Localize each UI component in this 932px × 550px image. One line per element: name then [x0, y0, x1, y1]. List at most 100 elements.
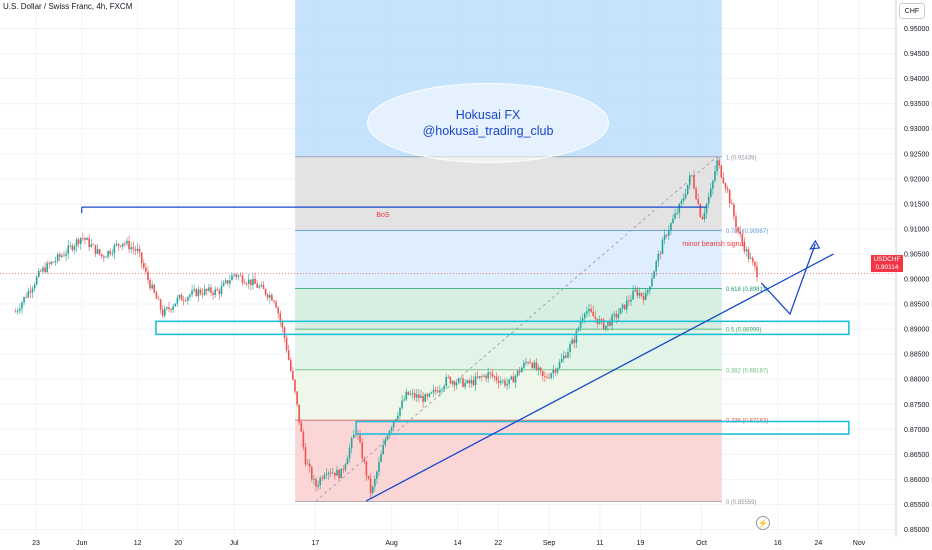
candle-body [35, 276, 38, 285]
candle-body [124, 243, 126, 245]
candle-body [86, 238, 88, 240]
candle-body [718, 160, 720, 166]
candle-body [502, 380, 504, 382]
candle-body [315, 479, 317, 487]
candle-body [539, 367, 542, 372]
candle-body [527, 362, 529, 364]
candle-body [157, 298, 160, 300]
candle-body [149, 280, 151, 289]
candle-body [535, 362, 538, 370]
candle-body [203, 288, 206, 295]
candle-body [359, 435, 361, 443]
candle-body [523, 362, 525, 368]
candle-body [140, 252, 143, 264]
candle-body [54, 260, 57, 263]
candle-body [506, 383, 508, 386]
fib-level-label: 1 (0.92439) [726, 155, 757, 161]
candle-body [163, 308, 166, 316]
candle-body [302, 431, 305, 448]
candle-body [210, 287, 212, 294]
candle-body [560, 358, 563, 363]
candle-body [436, 391, 439, 393]
candle-body [600, 319, 603, 321]
candle-body [344, 464, 347, 470]
candle-body [428, 393, 431, 397]
candle-body [728, 189, 731, 204]
candle-body [548, 377, 550, 379]
candle-body [720, 165, 723, 178]
candle-body [649, 286, 651, 290]
candle-body [493, 376, 496, 378]
fib-level-label: 0.382 (0.88187) [726, 368, 768, 374]
lightning-icon[interactable]: ⚡ [756, 516, 770, 530]
candle-body [573, 339, 576, 344]
last-price-value: 0.90114 [875, 264, 899, 271]
y-tick-label: 0.89500 [904, 302, 929, 309]
candle-body [460, 378, 462, 380]
candle-body [384, 439, 387, 445]
candle-body [659, 253, 662, 255]
candle-body [609, 321, 611, 326]
candle-body [682, 198, 685, 201]
candle-body [365, 461, 368, 476]
candle-body [281, 321, 284, 328]
x-tick-label: 11 [596, 540, 603, 547]
candle-body [205, 288, 208, 291]
candle-body [180, 294, 183, 301]
candle-body [323, 475, 326, 479]
candle-body [583, 313, 586, 319]
candle-body [401, 400, 403, 408]
demand-zone-lower [355, 420, 850, 435]
candle-body [313, 479, 315, 480]
candle-body [44, 267, 46, 273]
candle-body [182, 300, 185, 302]
candles [14, 156, 758, 499]
y-tick-label: 0.90000 [904, 277, 929, 284]
y-tick-label: 0.92000 [904, 176, 929, 183]
candle-body [508, 379, 510, 384]
candle-body [613, 313, 615, 316]
x-tick-label: 20 [174, 540, 182, 547]
candle-body [747, 249, 750, 259]
time-axis: 23 Jun 12 20 Jul 17 Aug 14 22 Sep 11 19 Oct 16 24 Nov [32, 540, 866, 547]
candle-body [90, 244, 93, 247]
y-tick-label: 0.94500 [904, 51, 929, 58]
candle-body [247, 279, 250, 284]
y-tick-label: 0.93500 [904, 101, 929, 108]
candle-body [134, 248, 137, 251]
candle-body [308, 463, 311, 468]
candle-body [430, 392, 433, 394]
candle-body [741, 234, 744, 242]
candle-body [443, 386, 445, 390]
y-tick-label: 0.85500 [904, 502, 929, 509]
candle-body [346, 458, 349, 465]
candle-body [187, 296, 189, 301]
candle-body [636, 289, 639, 296]
y-tick-label: 0.93000 [904, 126, 929, 133]
candle-body [79, 237, 82, 244]
candle-body [29, 291, 32, 293]
candle-body [61, 255, 63, 257]
candle-body [237, 275, 240, 277]
fib-band [295, 420, 722, 502]
candle-body [415, 394, 418, 398]
candle-body [462, 378, 464, 387]
candle-body [390, 427, 393, 431]
candle-body [321, 477, 324, 479]
fib-diagonal [315, 156, 718, 502]
candle-body [537, 367, 540, 370]
currency-button[interactable]: CHF [899, 3, 925, 19]
candle-body [195, 289, 198, 297]
candle-body [371, 486, 374, 494]
drawings: BoS minor bearish signal [0, 206, 896, 502]
candle-body [380, 454, 382, 462]
candle-body [300, 422, 303, 432]
candle-body [745, 249, 748, 252]
candle-body [422, 395, 424, 402]
candle-body [464, 382, 466, 387]
candle-body [733, 204, 735, 217]
candle-body [695, 188, 697, 200]
candle-body [562, 355, 565, 359]
candle-body [142, 263, 145, 268]
